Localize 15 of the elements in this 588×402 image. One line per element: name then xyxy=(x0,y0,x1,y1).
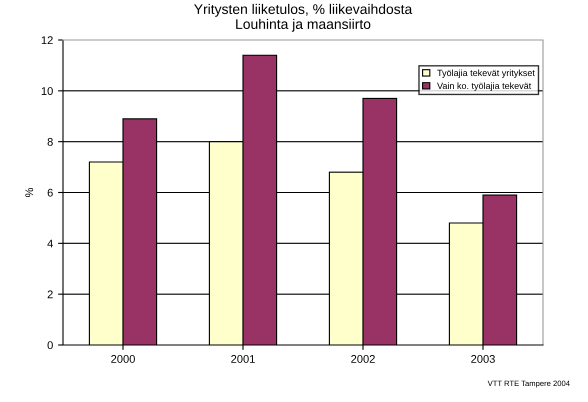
chart-title: Yritysten liiketulos, % liikevaihdosta Louhinta ja maansiirto xyxy=(194,4,412,32)
legend-label: Työlajia tekevät yritykset xyxy=(437,69,535,78)
y-tick-label: 2 xyxy=(48,290,53,298)
x-tick-label: 2003 xyxy=(471,355,495,363)
x-tick-label: 2000 xyxy=(111,355,135,363)
x-tick-label: 2002 xyxy=(351,355,375,363)
y-axis-title: % xyxy=(25,188,34,198)
y-tick-label: 6 xyxy=(48,188,53,197)
y-tick-label: 12 xyxy=(42,36,53,44)
y-tick-label: 0 xyxy=(48,341,53,350)
y-tick-label: 10 xyxy=(42,87,53,95)
y-tick-label: 8 xyxy=(48,138,53,146)
legend-label: Vain ko. työlajia tekevät xyxy=(437,82,532,91)
y-tick-label: 4 xyxy=(47,240,53,248)
x-tick-label: 2001 xyxy=(231,355,255,363)
